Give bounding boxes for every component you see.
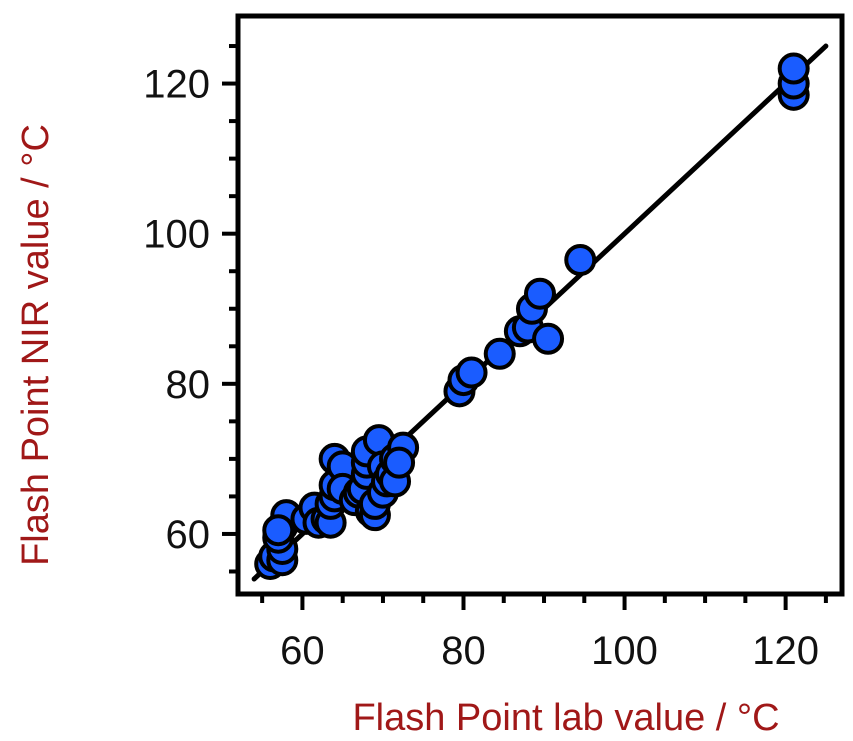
- y-axis-ticks: [222, 44, 238, 574]
- data-points: [254, 52, 810, 580]
- data-point: [483, 337, 516, 370]
- plot-frame: [235, 13, 845, 597]
- y-tick-label: 120: [143, 63, 210, 107]
- data-point: [524, 277, 556, 310]
- y-tick-label: 80: [166, 363, 211, 407]
- x-axis-ticks: [260, 594, 828, 610]
- y-tick-label: 100: [143, 213, 210, 257]
- x-axis-label: Flash Point lab value / °C: [352, 697, 779, 739]
- data-point: [262, 514, 295, 547]
- data-point: [532, 322, 565, 355]
- data-point: [383, 446, 416, 479]
- x-tick-label: 100: [591, 629, 658, 673]
- data-point: [564, 243, 597, 276]
- y-axis-tick-labels: 60 80 100 120: [143, 63, 210, 557]
- y-tick-label: 60: [166, 513, 211, 557]
- x-tick-label: 60: [280, 629, 325, 673]
- x-axis-tick-labels: 60 80 100 120: [280, 629, 819, 673]
- x-tick-label: 120: [752, 629, 819, 673]
- y-axis-label: Flash Point NIR value / °C: [15, 124, 57, 566]
- data-point: [455, 356, 488, 389]
- x-tick-label: 80: [441, 629, 486, 673]
- data-point: [777, 52, 810, 85]
